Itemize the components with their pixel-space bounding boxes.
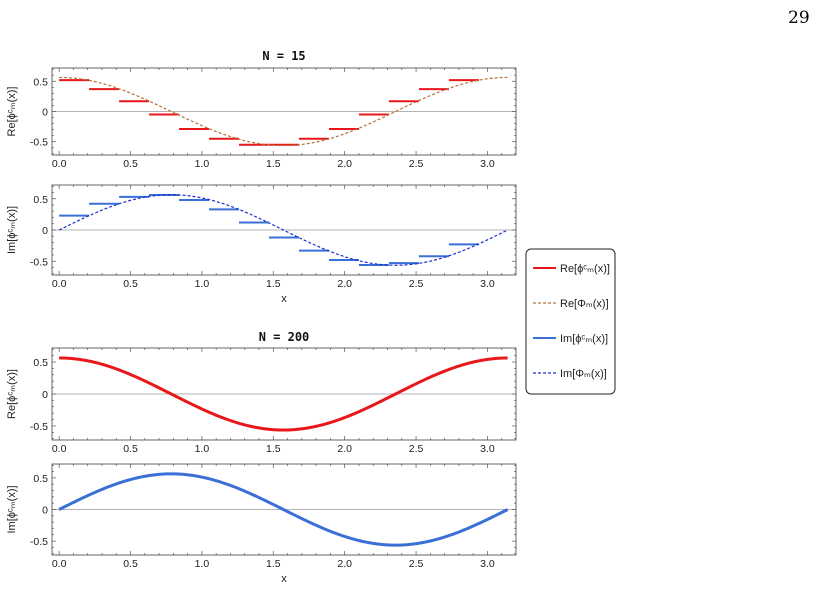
x-tick-label: 3.0 [480, 278, 495, 290]
y-tick-label: 0 [42, 107, 48, 119]
x-tick-label: 2.0 [337, 443, 352, 455]
x-tick-label: 3.0 [480, 558, 495, 570]
x-tick-label: 1.5 [266, 158, 281, 170]
x-tick-label: 3.0 [480, 158, 495, 170]
x-tick-label: 0.0 [52, 443, 67, 455]
x-tick-label: 1.0 [195, 158, 210, 170]
x-tick-label: 2.0 [337, 278, 352, 290]
legend-label: Re[Φₘ(x)] [560, 298, 609, 310]
y-tick-label: 0.5 [33, 194, 48, 206]
y-axis-label: Im[ϕᶜₘ(x)] [6, 206, 18, 254]
chart-panel-3: 0.0 0.5 1.0 1.5 2.0 2.5 3.0 0.5 0 -0.5 Re[ϕᶜₘ(x)] N… [6, 330, 517, 455]
x-tick-label: 0.0 [52, 158, 67, 170]
legend-box [525, 248, 616, 395]
legend: Re[ϕᶜₘ(x)] Re[Φₘ(x)] Im[ϕᶜₘ(x)] Im[Φₘ(x)] [525, 248, 616, 395]
x-tick-label: 0.5 [123, 278, 138, 290]
chart-panel-1: 0.0 0.5 1.0 1.5 2.0 2.5 3.0 0.5 0 -0.5 Re[ϕᶜₘ(x)] N… [6, 49, 517, 170]
y-tick-label: -0.5 [30, 137, 48, 149]
x-tick-label: 1.5 [266, 443, 281, 455]
series-line-2 [58, 194, 508, 266]
x-tick-label: 0.5 [123, 443, 138, 455]
y-tick-label: 0.5 [33, 76, 48, 88]
legend-label: Re[ϕᶜₘ(x)] [560, 263, 610, 275]
legend-label: Im[ϕᶜₘ(x)] [560, 333, 608, 345]
x-tick-label: 1.0 [195, 558, 210, 570]
y-tick-label: 0 [42, 505, 48, 517]
x-tick-label: 1.5 [266, 278, 281, 290]
y-tick-label: -0.5 [30, 536, 48, 548]
y-axis-label: Re[ϕᶜₘ(x)] [6, 369, 18, 419]
y-tick-label: 0 [42, 225, 48, 237]
x-tick-label: 0.0 [52, 278, 67, 290]
x-tick-label: 2.5 [409, 158, 424, 170]
chart-panel-2: 0.0 0.5 1.0 1.5 2.0 2.5 3.0 0.5 0 -0.5 Im[ϕᶜₘ(x)] x [6, 184, 517, 305]
x-tick-label: 2.5 [409, 278, 424, 290]
x-tick-label: 2.5 [409, 443, 424, 455]
x-tick-label: 2.5 [409, 558, 424, 570]
chart-title: N = 200 [259, 330, 310, 344]
chart-title: N = 15 [262, 49, 305, 63]
legend-label: Im[Φₘ(x)] [560, 368, 607, 380]
y-tick-label: 0 [42, 389, 48, 401]
chart-panel-4: 0.0 0.5 1.0 1.5 2.0 2.5 3.0 0.5 0 -0.5 Im[ϕᶜₘ(x)] x [6, 463, 517, 585]
series-line-2 [59, 76, 508, 147]
x-tick-label: 3.0 [480, 443, 495, 455]
x-tick-label: 1.0 [195, 443, 210, 455]
x-tick-label: 0.0 [52, 558, 67, 570]
x-tick-label: 2.0 [337, 558, 352, 570]
x-tick-label: 0.5 [123, 558, 138, 570]
y-axis-label: Re[ϕᶜₘ(x)] [6, 87, 18, 137]
y-tick-label: 0.5 [33, 473, 48, 485]
y-tick-label: 0.5 [33, 357, 48, 369]
page-number: 29 [788, 8, 810, 28]
y-tick-label: -0.5 [30, 256, 48, 268]
series-line-1 [58, 472, 509, 547]
x-tick-label: 2.0 [337, 158, 352, 170]
x-tick-label: 1.5 [266, 558, 281, 570]
x-axis-label: x [281, 573, 287, 585]
series-line-1 [59, 356, 508, 432]
x-axis-label: x [281, 293, 287, 305]
x-tick-label: 1.0 [195, 278, 210, 290]
x-tick-label: 0.5 [123, 158, 138, 170]
y-axis-label: Im[ϕᶜₘ(x)] [6, 485, 18, 533]
y-tick-label: -0.5 [30, 421, 48, 433]
